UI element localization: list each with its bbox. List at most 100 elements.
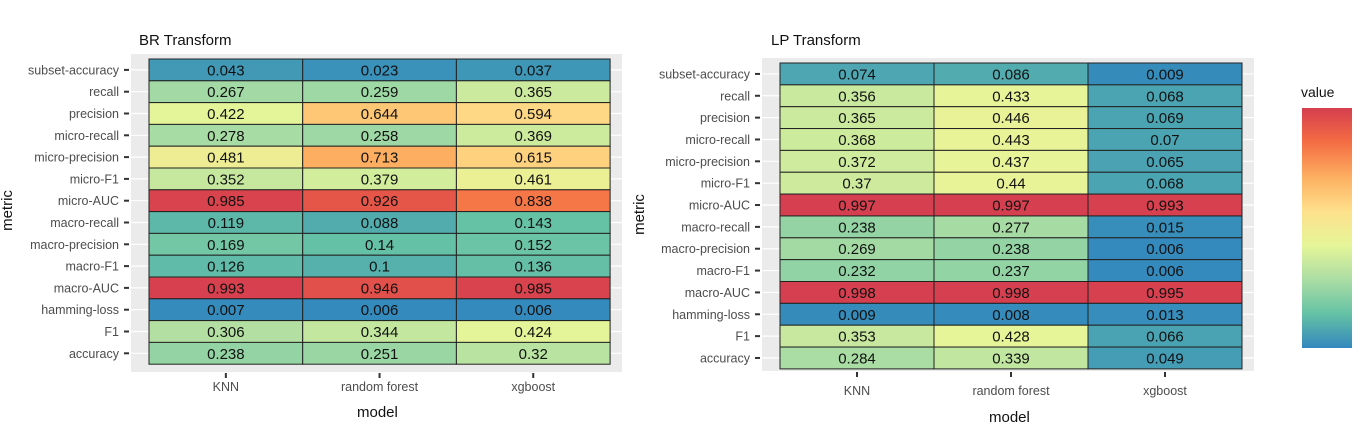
br-y-tick-label: accuracy [69, 347, 120, 361]
lp-cell-label: 0.353 [838, 329, 876, 346]
lp-cell-label: 0.365 [838, 110, 876, 127]
br-cell-label: 0.088 [361, 215, 399, 232]
lp-cell-label: 0.068 [1146, 176, 1184, 193]
br-cell-label: 0.926 [361, 193, 399, 210]
lp-cell-label: 0.37 [842, 176, 871, 193]
lp-cell-label: 0.437 [992, 154, 1030, 171]
lp-cell-label: 0.997 [838, 198, 876, 215]
br-x-tick-label: xgboost [511, 380, 555, 394]
br-cell-label: 0.365 [514, 84, 552, 101]
br-cell-label: 0.32 [519, 346, 548, 363]
lp-cell-label: 0.998 [992, 285, 1030, 302]
lp-cell-label: 0.433 [992, 88, 1030, 105]
lp-x-axis-title: model [989, 409, 1030, 426]
lp-cell-label: 0.069 [1146, 110, 1184, 127]
br-cell-label: 0.136 [514, 259, 552, 276]
legend-color-bar [1302, 108, 1352, 348]
br-y-tick-label: macro-recall [50, 216, 119, 230]
br-cell-label: 0.037 [514, 62, 552, 79]
br-cell-label: 0.424 [514, 324, 552, 341]
lp-cell-label: 0.066 [1146, 329, 1184, 346]
lp-y-tick-label: subset-accuracy [659, 67, 751, 81]
lp-cell-label: 0.049 [1146, 350, 1184, 367]
br-cell-label: 0.258 [361, 128, 399, 145]
br-panel-title: BR Transform [139, 32, 232, 49]
br-y-tick-label: micro-recall [54, 129, 119, 143]
br-cell-label: 0.238 [207, 346, 245, 363]
br-cell-label: 0.352 [207, 171, 245, 188]
lp-cell-label: 0.44 [996, 176, 1025, 193]
br-cell-label: 0.007 [207, 302, 245, 319]
br-x-tick-label: KNN [213, 380, 239, 394]
lp-cell-label: 0.428 [992, 329, 1030, 346]
br-cell-label: 0.838 [514, 193, 552, 210]
br-cell-label: 0.259 [361, 84, 399, 101]
br-y-tick-label: micro-AUC [58, 194, 119, 208]
br-cell-label: 0.023 [361, 62, 399, 79]
br-cell-label: 0.946 [361, 280, 399, 297]
br-cell-label: 0.006 [361, 302, 399, 319]
lp-x-tick-label: xgboost [1143, 384, 1187, 398]
br-cell-label: 0.306 [207, 324, 245, 341]
br-cell-label: 0.1 [369, 259, 390, 276]
lp-cell-label: 0.008 [992, 307, 1030, 324]
br-cell-label: 0.461 [514, 171, 552, 188]
br-y-tick-label: macro-AUC [54, 281, 119, 295]
lp-y-tick-label: accuracy [700, 351, 751, 365]
lp-cell-label: 0.232 [838, 263, 876, 280]
br-cell-label: 0.379 [361, 171, 399, 188]
br-cell-label: 0.126 [207, 259, 245, 276]
lp-cell-label: 0.368 [838, 132, 876, 149]
lp-y-tick-label: macro-precision [661, 242, 750, 256]
br-cell-label: 0.713 [361, 150, 399, 167]
lp-panel-title: LP Transform [771, 32, 861, 49]
lp-cell-label: 0.015 [1146, 219, 1184, 236]
lp-cell-label: 0.993 [1146, 198, 1184, 215]
lp-cell-label: 0.997 [992, 198, 1030, 215]
lp-y-tick-label: precision [700, 111, 750, 125]
lp-y-tick-label: macro-F1 [697, 264, 751, 278]
lp-cell-label: 0.009 [1146, 66, 1184, 83]
lp-cell-label: 0.068 [1146, 88, 1184, 105]
br-cell-label: 0.119 [208, 215, 244, 232]
lp-cell-label: 0.339 [992, 350, 1030, 367]
lp-cell [1087, 346, 1243, 370]
lp-cell-label: 0.013 [1146, 307, 1184, 324]
lp-cell-label: 0.074 [838, 66, 876, 83]
lp-y-tick-label: macro-recall [681, 220, 750, 234]
lp-cell-label: 0.284 [838, 350, 876, 367]
lp-y-tick-label: micro-F1 [701, 177, 750, 191]
br-cell-label: 0.985 [207, 193, 245, 210]
lp-cell-label: 0.238 [838, 219, 876, 236]
lp-cell-label: 0.086 [992, 66, 1030, 83]
lp-cell-label: 0.006 [1146, 241, 1184, 258]
lp-cell-label: 0.237 [992, 263, 1030, 280]
lp-cell-label: 0.009 [838, 307, 876, 324]
lp-cell-label: 0.07 [1150, 132, 1179, 149]
lp-cell-label: 0.065 [1146, 154, 1184, 171]
legend-title: value [1301, 84, 1335, 100]
br-cell-label: 0.615 [514, 150, 552, 167]
lp-cell-label: 0.372 [838, 154, 876, 171]
br-y-tick-label: F1 [104, 325, 119, 339]
lp-cell-label: 0.443 [992, 132, 1030, 149]
br-y-tick-label: subset-accuracy [28, 63, 120, 77]
br-cell-label: 0.006 [514, 302, 552, 319]
lp-cell-label: 0.269 [838, 241, 876, 258]
br-cell-label: 0.278 [207, 128, 245, 145]
br-y-tick-label: macro-F1 [66, 260, 120, 274]
lp-x-tick-label: KNN [844, 384, 870, 398]
lp-y-tick-label: macro-AUC [685, 286, 750, 300]
br-x-axis-title: model [357, 404, 398, 421]
br-cell-label: 0.152 [514, 237, 552, 254]
lp-x-tick-label: random forest [972, 384, 1050, 398]
lp-cell-label: 0.995 [1146, 285, 1184, 302]
lp-cell-label: 0.356 [838, 88, 876, 105]
br-y-tick-label: micro-F1 [70, 172, 119, 186]
lp-cell-label: 0.998 [838, 285, 876, 302]
lp-y-tick-label: recall [720, 89, 750, 103]
br-y-tick-label: recall [89, 85, 119, 99]
lp-y-tick-label: micro-precision [665, 155, 750, 169]
